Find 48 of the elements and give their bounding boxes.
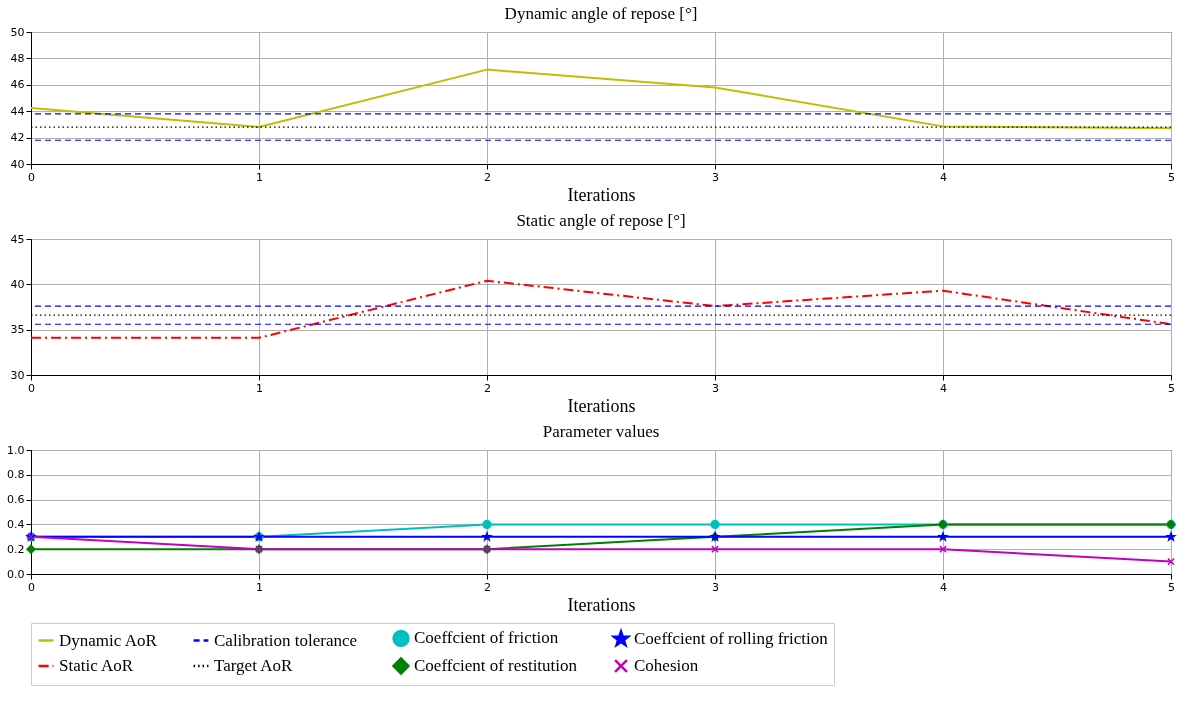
y-tick-label: 0.0 — [7, 567, 25, 581]
x-tick-label: 4 — [940, 580, 947, 594]
chart-title: Static angle of repose [°] — [516, 211, 686, 230]
x-tick-label: 3 — [712, 381, 719, 395]
legend-label: Calibration tolerance — [214, 630, 358, 650]
x-axis-title: Iterations — [567, 184, 636, 205]
x-tick-label: 0 — [28, 381, 35, 395]
y-tick-label: 0.4 — [7, 517, 25, 531]
x-tick-label: 4 — [940, 381, 947, 395]
legend-label: Coeffcient of rolling friction — [634, 629, 829, 648]
x-tick-label: 2 — [484, 580, 491, 594]
x-tick-label: 5 — [1168, 381, 1175, 395]
x-axis-title: Iterations — [567, 395, 636, 416]
y-tick-label: 0.2 — [7, 542, 25, 556]
x-tick-label: 2 — [484, 170, 491, 184]
x-tick-label: 1 — [256, 580, 263, 594]
x-tick-label: 0 — [28, 170, 35, 184]
x-tick-label: 3 — [712, 170, 719, 184]
x-tick-label: 1 — [256, 381, 263, 395]
x-tick-label: 5 — [1168, 170, 1175, 184]
x-tick-label: 3 — [712, 580, 719, 594]
x-tick-label: 2 — [484, 381, 491, 395]
y-tick-label: 0.6 — [7, 493, 25, 507]
chart-title: Parameter values — [542, 422, 660, 441]
y-tick-label: 35 — [10, 323, 25, 337]
y-tick-label: 48 — [10, 51, 25, 65]
x-tick-label: 4 — [940, 170, 947, 184]
y-tick-label: 1.0 — [7, 443, 25, 457]
y-tick-label: 42 — [10, 131, 25, 145]
y-tick-label: 0.8 — [7, 468, 25, 482]
legend-label: Coeffcient of friction — [414, 628, 559, 648]
chart-title: Dynamic angle of repose [°] — [504, 4, 698, 23]
y-tick-label: 44 — [10, 104, 25, 118]
x-tick-label: 1 — [256, 170, 263, 184]
y-tick-label: 30 — [10, 368, 25, 382]
legend-label: Coeffcient of restitution — [414, 656, 578, 675]
x-tick-label: 5 — [1168, 580, 1175, 594]
legend-label: Dynamic AoR — [59, 630, 158, 650]
y-tick-label: 40 — [10, 157, 25, 171]
y-tick-label: 40 — [10, 277, 25, 291]
y-tick-label: 45 — [10, 232, 25, 246]
x-axis-title: Iterations — [567, 594, 636, 615]
y-tick-label: 50 — [10, 25, 25, 39]
legend-label: Static AoR — [59, 656, 134, 675]
legend-label: Cohesion — [634, 656, 699, 675]
x-tick-label: 0 — [28, 580, 35, 594]
legend-label: Target AoR — [214, 656, 293, 675]
y-tick-label: 46 — [10, 78, 25, 92]
